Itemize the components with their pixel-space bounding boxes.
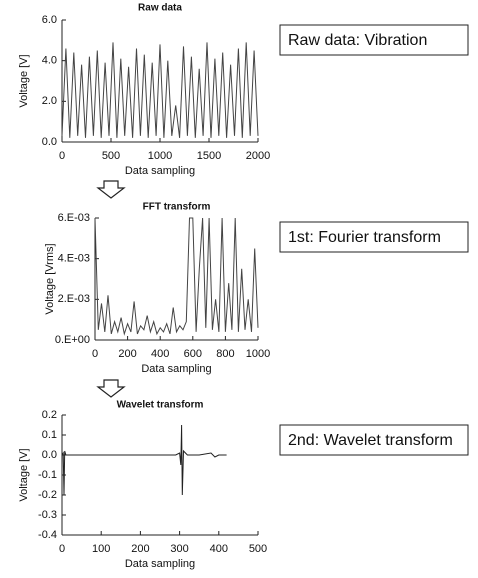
y-tick-label: 6.0 <box>42 14 57 26</box>
annotation-box <box>279 221 469 253</box>
x-tick-label: 400 <box>151 348 169 360</box>
y-tick-label: 0.2 <box>42 409 57 421</box>
x-tick-label: 200 <box>118 348 136 360</box>
x-tick-label: 400 <box>210 543 228 555</box>
x-tick-label: 1000 <box>148 150 172 162</box>
x-tick-label: 0 <box>92 348 98 360</box>
y-axis-title: Voltage [Vrms] <box>44 243 56 314</box>
data-line <box>61 424 227 496</box>
chart-title: Raw data <box>138 3 182 14</box>
y-axis-title: Voltage [V] <box>18 54 30 107</box>
y-tick-label: -0.2 <box>38 489 57 501</box>
y-tick-label: 2.0 <box>42 95 57 107</box>
x-tick-label: 0 <box>59 150 65 162</box>
annotation: 2nd: Wavelet transform <box>288 432 453 449</box>
x-tick-label: 0 <box>59 543 65 555</box>
x-tick-label: 2000 <box>246 150 270 162</box>
x-tick-label: 300 <box>170 543 188 555</box>
data-line <box>94 217 259 336</box>
x-tick-label: 1000 <box>246 348 270 360</box>
y-tick-label: 0.1 <box>42 429 57 441</box>
arrow <box>96 180 126 398</box>
chart-title: FFT transform <box>143 202 211 213</box>
x-tick-label: 100 <box>92 543 110 555</box>
x-tick-label: 200 <box>131 543 149 555</box>
x-tick-label: 600 <box>184 348 202 360</box>
x-axis-title: Data sampling <box>125 558 195 570</box>
y-axis-title: Voltage [V] <box>18 448 30 501</box>
annotation: Raw data: Vibration <box>288 32 427 49</box>
y-tick-label: -0.3 <box>38 509 57 521</box>
chart-title: Wavelet transform <box>117 400 204 411</box>
y-tick-label: -0.4 <box>38 529 57 541</box>
y-tick-label: 0.0 <box>42 136 57 148</box>
x-axis-title: Data sampling <box>141 363 211 375</box>
y-tick-label: 6.E-03 <box>58 212 90 224</box>
y-tick-label: 0.0 <box>42 449 57 461</box>
annotation-box <box>279 424 469 456</box>
annotation: 1st: Fourier transform <box>288 229 441 246</box>
data-line <box>61 42 259 138</box>
x-axis-title: Data sampling <box>125 165 195 177</box>
x-tick-label: 500 <box>249 543 267 555</box>
x-tick-label: 500 <box>102 150 120 162</box>
x-tick-label: 800 <box>216 348 234 360</box>
annotation-box <box>279 24 469 56</box>
y-tick-label: -0.1 <box>38 469 57 481</box>
y-tick-label: 4.E-03 <box>58 253 90 265</box>
y-tick-label: 0.E+00 <box>55 334 90 346</box>
y-tick-label: 4.0 <box>42 55 57 67</box>
y-tick-label: 2.E-03 <box>58 293 90 305</box>
x-tick-label: 1500 <box>197 150 221 162</box>
